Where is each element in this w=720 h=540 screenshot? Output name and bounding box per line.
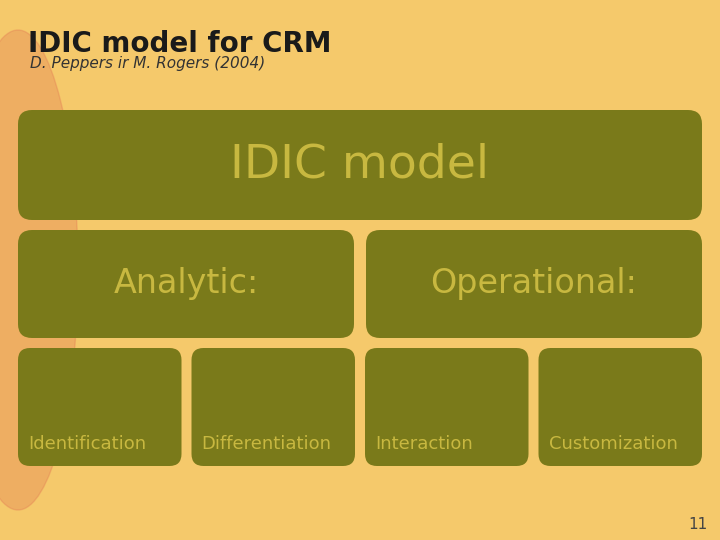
Ellipse shape [0, 30, 78, 510]
Text: Analytic:: Analytic: [113, 267, 258, 300]
Text: D. Peppers ir M. Rogers (2004): D. Peppers ir M. Rogers (2004) [30, 56, 265, 71]
Text: Interaction: Interaction [375, 435, 473, 453]
FancyBboxPatch shape [18, 348, 181, 466]
Text: Operational:: Operational: [431, 267, 637, 300]
Text: IDIC model: IDIC model [230, 143, 490, 187]
Text: Identification: Identification [28, 435, 146, 453]
Text: IDIC model for CRM: IDIC model for CRM [28, 30, 331, 58]
FancyBboxPatch shape [192, 348, 355, 466]
Text: Customization: Customization [549, 435, 678, 453]
FancyBboxPatch shape [18, 230, 354, 338]
FancyBboxPatch shape [539, 348, 702, 466]
Text: 11: 11 [689, 517, 708, 532]
FancyBboxPatch shape [366, 230, 702, 338]
FancyBboxPatch shape [18, 110, 702, 220]
FancyBboxPatch shape [365, 348, 528, 466]
Text: Differentiation: Differentiation [202, 435, 331, 453]
